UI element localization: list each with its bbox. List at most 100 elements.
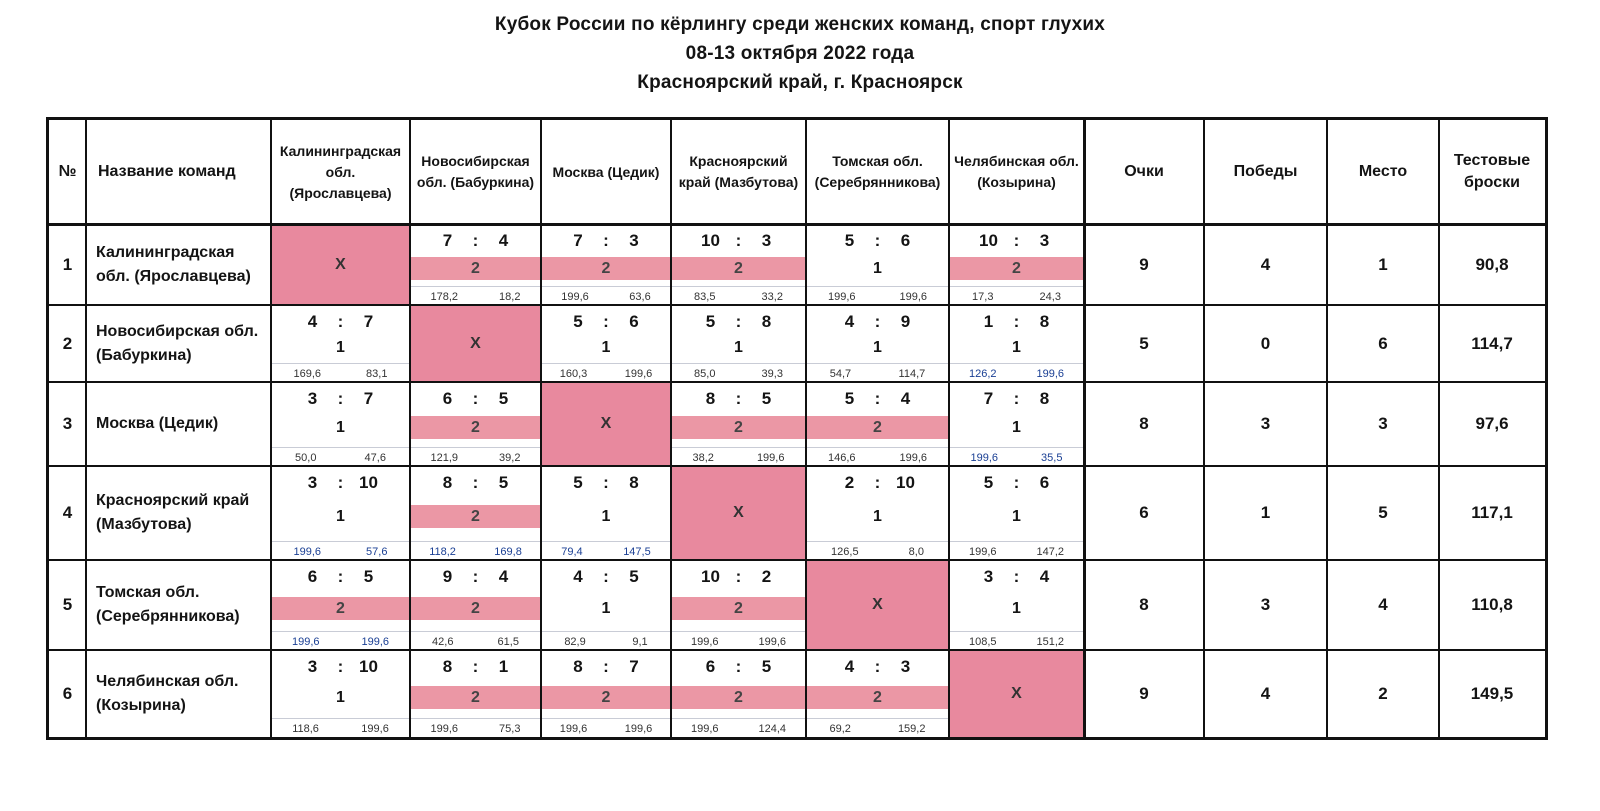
match-points: 1	[1012, 507, 1021, 525]
end-value-opponent: 147,5	[623, 546, 651, 558]
score-colon: :	[603, 567, 609, 586]
end-values-divider	[671, 447, 806, 448]
end-value-opponent: 114,7	[898, 368, 926, 380]
score-colon: :	[603, 657, 609, 676]
match-score: 4: 5	[541, 567, 671, 587]
end-values: 199,6 57,6	[271, 546, 410, 558]
match-cell: 3:4 1 108,5 151,2	[949, 560, 1084, 650]
match-points: 2	[271, 597, 410, 620]
match-score: 10:2	[671, 567, 806, 587]
match-score: 4:7	[271, 312, 410, 332]
event-location: Красноярский край, г. Красноярск	[637, 72, 963, 93]
diagonal-cell: Х	[806, 560, 949, 650]
match-score: 8:5	[410, 473, 541, 493]
match-points: 2	[410, 597, 541, 620]
score-colon: :	[472, 231, 479, 250]
end-values-divider	[271, 541, 410, 542]
score-colon: :	[1013, 312, 1020, 331]
score-own: 7	[983, 389, 994, 408]
column-divider	[85, 120, 87, 737]
diagonal-cell: Х	[271, 224, 410, 305]
test-throws-value: 117,1	[1471, 503, 1513, 522]
match-points: 1	[336, 418, 345, 436]
team-name: Томская обл. (Серебрянникова)	[96, 584, 240, 625]
match-cell: 10:2 2 199,6 199,6	[671, 560, 806, 650]
end-value-own: 199,6	[968, 546, 997, 558]
match-cell: 5: 8 1 79,4 147,5	[541, 466, 671, 560]
test-throws-value: 110,8	[1471, 595, 1513, 614]
score-opponent: 8	[1039, 389, 1050, 408]
end-value-opponent: 9,1	[632, 636, 648, 648]
match-score: 5:6	[949, 473, 1084, 493]
end-values-divider	[541, 718, 671, 719]
end-value-own: 199,6	[559, 723, 588, 735]
score-own: 6	[705, 657, 716, 676]
row-divider	[49, 223, 1545, 226]
match-cell: 3:10 1 118,6 199,6	[271, 650, 410, 737]
row-number: 1	[62, 254, 73, 274]
match-score: 8: 7	[541, 657, 671, 677]
column-divider	[409, 120, 411, 737]
end-values: 85,0 39,3	[671, 368, 806, 380]
end-value-own: 121,9	[430, 452, 459, 464]
header-points: Очки	[1124, 163, 1164, 180]
match-score: 3:7	[271, 389, 410, 409]
score-own: 1	[983, 312, 994, 331]
score-own: 4	[307, 312, 318, 331]
end-value-own: 118,2	[429, 546, 456, 558]
end-value-opponent: 199,6	[758, 636, 787, 648]
score-colon: :	[472, 389, 479, 408]
match-cell: 6:5 2 199,6 199,6	[271, 560, 410, 650]
test-throws-value: 97,6	[1475, 414, 1509, 433]
match-cell: 5:6 1 199,6 147,2	[949, 466, 1084, 560]
team-name: Красноярский край (Мазбутова)	[96, 492, 250, 533]
score-colon: :	[874, 657, 881, 676]
points-value: 8	[1139, 595, 1149, 614]
points-value: 9	[1139, 683, 1149, 703]
end-values: 126,5 8,0	[806, 546, 949, 558]
end-values: 82,9 9,1	[541, 636, 671, 648]
end-values: 121,9 39,2	[410, 452, 541, 464]
score-own: 10	[979, 231, 998, 250]
match-score: 9:4	[410, 567, 541, 587]
header-opponent-2: Новосибирская обл. (Бабуркина)	[416, 153, 535, 190]
score-opponent: 6	[629, 312, 639, 331]
end-value-opponent: 199,6	[624, 368, 653, 380]
score-own: 6	[307, 567, 318, 586]
diagonal-cell: Х	[671, 466, 806, 560]
score-own: 2	[844, 473, 855, 492]
end-values: 169,6 83,1	[271, 368, 410, 380]
score-colon: :	[735, 567, 742, 586]
match-score: 10:3	[949, 231, 1084, 251]
score-own: 5	[844, 389, 855, 408]
match-points: 2	[806, 686, 949, 709]
end-value-own: 54,7	[829, 368, 852, 380]
score-colon: :	[1013, 567, 1020, 586]
row-number: 4	[62, 503, 73, 522]
header-opponent-5: Томская обл. (Серебрянникова)	[814, 153, 941, 190]
score-opponent: 5	[761, 657, 772, 676]
end-value-own: 199,6	[291, 636, 320, 648]
match-points: 2	[410, 416, 541, 439]
match-points: 2	[410, 505, 541, 528]
match-score: 4:9	[806, 312, 949, 332]
end-values-divider	[541, 286, 671, 287]
header-wins: Победы	[1233, 163, 1298, 180]
match-cell: 4:7 1 169,6 83,1	[271, 305, 410, 382]
match-score: 2:10	[806, 473, 949, 493]
score-opponent: 7	[629, 657, 639, 676]
page-title: Кубок России по кёрлингу среди женских к…	[494, 14, 1106, 35]
end-value-opponent: 75,3	[499, 723, 521, 735]
end-values: 160,3 199,6	[541, 368, 671, 380]
end-value-opponent: 199,6	[899, 452, 928, 464]
score-colon: :	[1013, 231, 1020, 250]
header-test-throws: Тестовые броски	[1453, 152, 1531, 191]
end-values: 17,3 24,3	[949, 291, 1084, 303]
score-opponent: 7	[363, 312, 374, 331]
score-opponent: 9	[900, 312, 911, 331]
end-values: 199,6 124,4	[671, 723, 806, 735]
score-opponent: 4	[498, 567, 509, 586]
end-value-own: 108,5	[968, 636, 997, 648]
score-own: 3	[307, 473, 318, 492]
match-points: 1	[601, 507, 611, 525]
